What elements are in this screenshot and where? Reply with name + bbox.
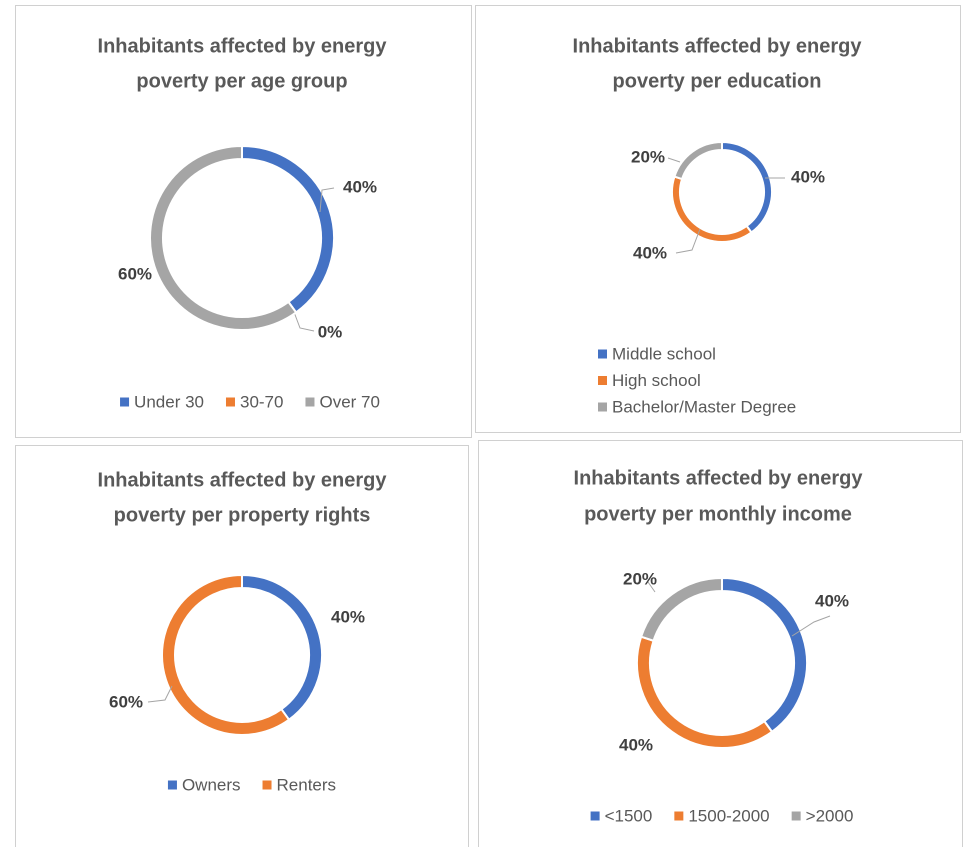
legend-label: Renters: [277, 775, 337, 794]
data-label: 60%: [109, 692, 143, 711]
leader-line: [667, 157, 681, 163]
legend-marker: [262, 780, 272, 790]
legend-marker: [120, 397, 130, 407]
legend-label: 30-70: [240, 392, 283, 411]
data-label: 40%: [619, 735, 653, 754]
panel: [15, 5, 472, 438]
data-label: 40%: [343, 177, 377, 196]
donut-slice: [149, 144, 298, 331]
chart-title: Inhabitants affected by energy: [98, 35, 388, 57]
data-label: 40%: [815, 591, 849, 610]
panel: [478, 440, 963, 847]
legend-marker: [598, 349, 607, 359]
legend-marker: [167, 780, 177, 790]
legend-marker: [598, 402, 607, 412]
leader-line: [293, 311, 315, 332]
legend-marker: [590, 811, 600, 821]
donut-slice: [161, 573, 291, 736]
chart-title: Inhabitants affected by energy: [98, 469, 388, 491]
leader-line: [647, 581, 656, 593]
chart-title: poverty per monthly income: [584, 503, 852, 525]
data-label: 40%: [331, 607, 365, 626]
data-label: 40%: [633, 243, 667, 262]
panel: [15, 445, 469, 847]
legend-label: High school: [612, 371, 701, 390]
legend-label: Bachelor/Master Degree: [612, 397, 796, 416]
leader-line: [319, 187, 335, 213]
legend-marker: [225, 397, 235, 407]
legend-label: Owners: [182, 775, 241, 794]
legend-marker: [674, 811, 684, 821]
legend-label: Under 30: [134, 392, 204, 411]
chart-title: poverty per property rights: [114, 504, 371, 526]
chart-title: Inhabitants affected by energy: [574, 467, 864, 489]
legend-label: >2000: [806, 806, 854, 825]
donut-slice: [639, 576, 723, 643]
legend-label: <1500: [605, 806, 653, 825]
data-label: 20%: [631, 147, 665, 166]
leader-line: [147, 685, 173, 703]
data-label: 0%: [318, 322, 343, 341]
donut-slice: [673, 140, 723, 181]
legend-marker: [305, 397, 315, 407]
chart-title: poverty per age group: [136, 70, 347, 92]
legend-label: 1500-2000: [688, 806, 769, 825]
legend-label: Middle school: [612, 344, 716, 363]
legend-marker: [791, 811, 801, 821]
data-label: 20%: [623, 569, 657, 588]
leader-line: [675, 228, 701, 254]
data-label: 60%: [118, 264, 152, 283]
legend-label: Over 70: [319, 392, 379, 411]
data-label: 40%: [791, 167, 825, 186]
leader-line: [791, 615, 831, 637]
chart-title: Inhabitants affected by energy: [573, 35, 863, 57]
legend-marker: [598, 376, 607, 385]
panel: [475, 5, 961, 433]
chart-title: poverty per education: [613, 70, 822, 92]
